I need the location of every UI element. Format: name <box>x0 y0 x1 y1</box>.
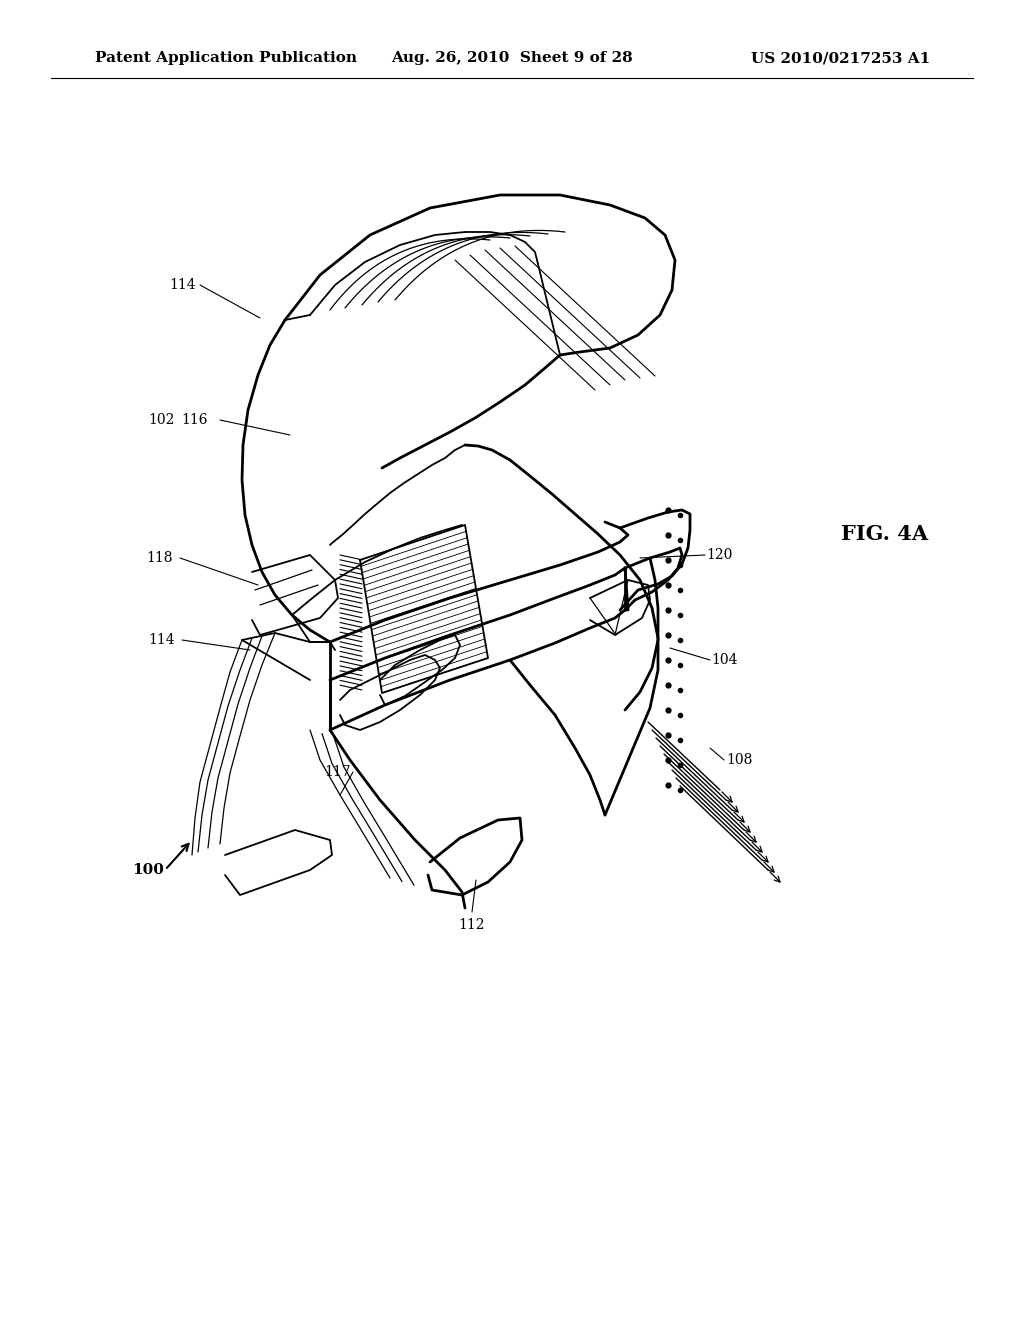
Text: 108: 108 <box>727 752 754 767</box>
Text: US 2010/0217253 A1: US 2010/0217253 A1 <box>751 51 930 65</box>
Text: Aug. 26, 2010  Sheet 9 of 28: Aug. 26, 2010 Sheet 9 of 28 <box>391 51 633 65</box>
Text: 104: 104 <box>712 653 738 667</box>
Text: 114: 114 <box>170 279 197 292</box>
Text: 120: 120 <box>707 548 733 562</box>
Text: 116: 116 <box>181 413 208 426</box>
Text: 118: 118 <box>146 550 173 565</box>
Text: 117: 117 <box>325 766 351 779</box>
Text: 102: 102 <box>148 413 175 426</box>
Text: FIG. 4A: FIG. 4A <box>842 524 929 544</box>
Text: 100: 100 <box>132 863 164 876</box>
Text: Patent Application Publication: Patent Application Publication <box>95 51 357 65</box>
Text: 112: 112 <box>459 917 485 932</box>
Text: 114: 114 <box>148 634 175 647</box>
